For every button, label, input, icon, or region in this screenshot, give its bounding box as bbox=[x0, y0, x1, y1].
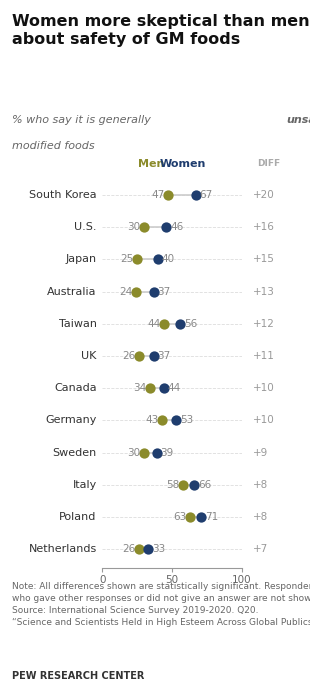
Text: Women: Women bbox=[160, 159, 206, 169]
Text: Taiwan: Taiwan bbox=[59, 319, 97, 329]
Text: 39: 39 bbox=[160, 448, 173, 457]
Point bbox=[193, 189, 198, 200]
Point bbox=[161, 382, 166, 393]
Point bbox=[146, 544, 151, 555]
Point bbox=[178, 318, 183, 329]
Text: 63: 63 bbox=[174, 512, 187, 522]
Point bbox=[136, 351, 141, 362]
Text: +7: +7 bbox=[253, 544, 268, 554]
Text: Australia: Australia bbox=[47, 287, 97, 296]
Text: +15: +15 bbox=[253, 254, 275, 265]
Text: 44: 44 bbox=[167, 383, 180, 393]
Text: 67: 67 bbox=[199, 190, 212, 200]
Text: 24: 24 bbox=[119, 287, 132, 296]
Text: 26: 26 bbox=[122, 544, 135, 554]
Point bbox=[142, 222, 147, 233]
Text: 26: 26 bbox=[122, 351, 135, 361]
Point bbox=[192, 480, 197, 491]
Text: Men: Men bbox=[138, 159, 164, 169]
Point bbox=[161, 318, 166, 329]
Point bbox=[152, 286, 157, 297]
Point bbox=[147, 382, 152, 393]
Point bbox=[188, 511, 193, 522]
Point bbox=[166, 189, 171, 200]
Point bbox=[199, 511, 204, 522]
Text: 37: 37 bbox=[157, 351, 170, 361]
Text: 47: 47 bbox=[151, 190, 164, 200]
Text: 53: 53 bbox=[180, 415, 193, 425]
Text: Women more skeptical than men
about safety of GM foods: Women more skeptical than men about safe… bbox=[12, 14, 310, 48]
Text: +16: +16 bbox=[253, 222, 275, 232]
Point bbox=[154, 447, 159, 458]
Text: 71: 71 bbox=[205, 512, 218, 522]
Point bbox=[135, 254, 140, 265]
Text: Netherlands: Netherlands bbox=[29, 544, 97, 554]
Text: 58: 58 bbox=[166, 480, 180, 490]
Text: Germany: Germany bbox=[45, 415, 97, 425]
Text: +9: +9 bbox=[253, 448, 268, 457]
Text: 43: 43 bbox=[146, 415, 159, 425]
Text: 34: 34 bbox=[133, 383, 146, 393]
Text: UK: UK bbox=[81, 351, 97, 361]
Text: PEW RESEARCH CENTER: PEW RESEARCH CENTER bbox=[12, 670, 145, 681]
Text: +8: +8 bbox=[253, 512, 268, 522]
Text: Poland: Poland bbox=[59, 512, 97, 522]
Text: 56: 56 bbox=[184, 319, 197, 329]
Point bbox=[174, 415, 179, 426]
Text: +20: +20 bbox=[253, 190, 275, 200]
Text: Sweden: Sweden bbox=[52, 448, 97, 457]
Text: +13: +13 bbox=[253, 287, 275, 296]
Point bbox=[142, 447, 147, 458]
Point bbox=[152, 351, 157, 362]
Text: % who say it is generally: % who say it is generally bbox=[12, 115, 155, 125]
Text: Canada: Canada bbox=[54, 383, 97, 393]
Text: U.S.: U.S. bbox=[74, 222, 97, 232]
Text: South Korea: South Korea bbox=[29, 190, 97, 200]
Point bbox=[164, 222, 169, 233]
Text: +10: +10 bbox=[253, 415, 275, 425]
Text: unsafe: unsafe bbox=[286, 115, 310, 125]
Text: 44: 44 bbox=[147, 319, 160, 329]
Point bbox=[156, 254, 161, 265]
Text: +8: +8 bbox=[253, 480, 268, 490]
Text: 40: 40 bbox=[162, 254, 175, 265]
Point bbox=[160, 415, 165, 426]
Point bbox=[136, 544, 141, 555]
Text: +12: +12 bbox=[253, 319, 275, 329]
Text: Japan: Japan bbox=[66, 254, 97, 265]
Text: +11: +11 bbox=[253, 351, 275, 361]
Text: 30: 30 bbox=[127, 448, 141, 457]
Text: 33: 33 bbox=[152, 544, 165, 554]
Text: Note: All differences shown are statistically significant. Respondents
who gave : Note: All differences shown are statisti… bbox=[12, 582, 310, 626]
Text: 46: 46 bbox=[170, 222, 183, 232]
Text: 25: 25 bbox=[121, 254, 134, 265]
Text: 66: 66 bbox=[198, 480, 211, 490]
Point bbox=[133, 286, 138, 297]
Text: Italy: Italy bbox=[73, 480, 97, 490]
Text: +10: +10 bbox=[253, 383, 275, 393]
Text: modified foods: modified foods bbox=[12, 141, 95, 152]
Text: 30: 30 bbox=[127, 222, 141, 232]
Text: DIFF: DIFF bbox=[257, 159, 281, 169]
Point bbox=[181, 480, 186, 491]
Text: 37: 37 bbox=[157, 287, 170, 296]
